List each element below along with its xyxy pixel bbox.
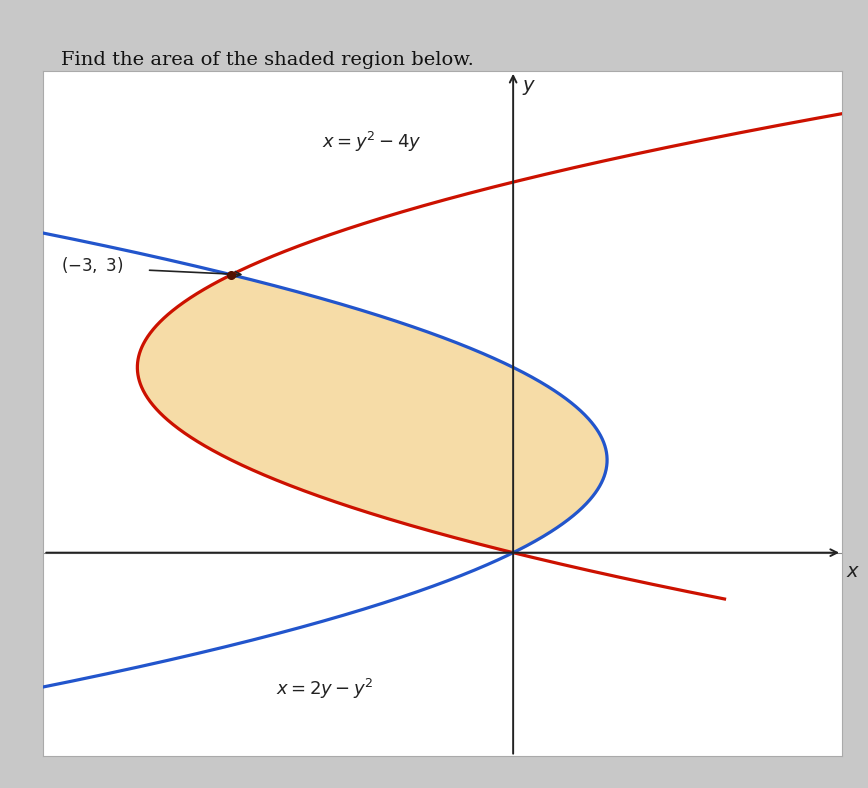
Text: $x = y^2 - 4y$: $x = y^2 - 4y$ [322,130,422,154]
Text: x: x [846,562,858,581]
Text: $(-3,\ 3)$: $(-3,\ 3)$ [61,255,123,276]
Text: $x = 2y - y^2$: $x = 2y - y^2$ [276,677,374,701]
Text: Find the area of the shaded region below.: Find the area of the shaded region below… [61,51,474,69]
Text: y: y [523,76,534,95]
